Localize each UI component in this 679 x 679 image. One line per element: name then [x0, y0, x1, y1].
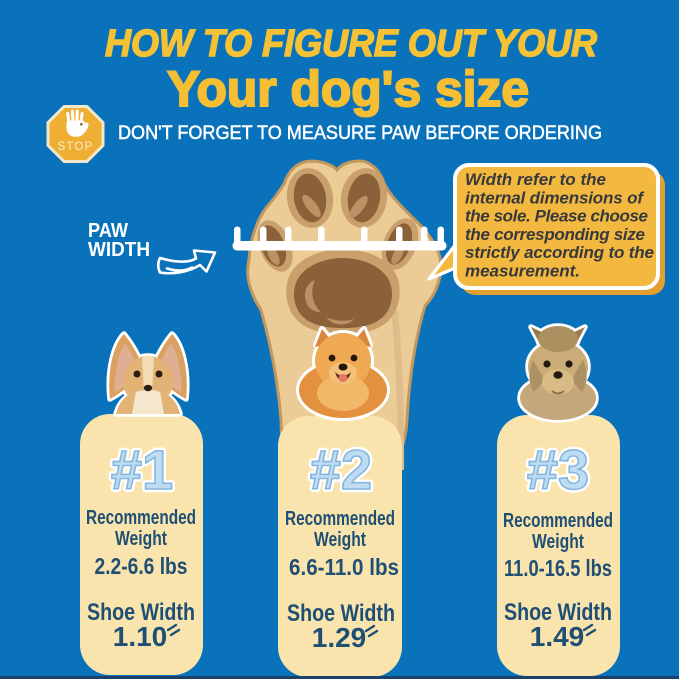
svg-text:STOP: STOP: [58, 141, 94, 153]
svg-text:Weight: Weight: [314, 528, 366, 551]
svg-text:Shoe Width: Shoe Width: [87, 599, 195, 626]
svg-text:#2: #2: [310, 438, 372, 501]
svg-text:6.6-11.0 lbs: 6.6-11.0 lbs: [289, 554, 399, 580]
svg-text:#2: #2: [310, 438, 372, 501]
svg-text:DON'T FORGET TO MEASURE PAW BE: DON'T FORGET TO MEASURE PAW BEFORE ORDER…: [118, 122, 602, 144]
svg-text:1.29: 1.29: [312, 622, 367, 653]
svg-text:the sole. Please choose: the sole. Please choose: [465, 207, 648, 226]
svg-text:11.0-16.5 lbs: 11.0-16.5 lbs: [504, 555, 612, 581]
svg-text:Recommended: Recommended: [86, 506, 196, 529]
svg-text:Recommended: Recommended: [503, 509, 613, 532]
svg-text:Shoe Width: Shoe Width: [504, 599, 612, 626]
svg-text:1.10: 1.10: [113, 621, 168, 652]
svg-text:#1: #1: [111, 438, 173, 501]
svg-text:WIDTH: WIDTH: [88, 239, 150, 261]
svg-text:2.2-6.6 lbs: 2.2-6.6 lbs: [95, 553, 188, 579]
svg-text:PAW: PAW: [88, 220, 128, 242]
svg-text:internal dimensions of: internal dimensions of: [465, 188, 645, 207]
svg-text:#3: #3: [527, 438, 589, 501]
svg-text:Weight: Weight: [532, 530, 584, 553]
svg-text:1.49: 1.49: [530, 621, 585, 652]
svg-text:HOW TO FIGURE OUT YOUR: HOW TO FIGURE OUT YOUR: [105, 23, 598, 65]
svg-text:Your dog's size: Your dog's size: [167, 61, 529, 117]
svg-text:#1: #1: [111, 438, 173, 501]
svg-text:Width refer to the: Width refer to the: [465, 170, 606, 189]
svg-text:the corresponding size: the corresponding size: [465, 225, 645, 244]
svg-text:strictly according to the: strictly according to the: [465, 243, 654, 262]
svg-text:Shoe Width: Shoe Width: [287, 600, 395, 627]
svg-text:measurement.: measurement.: [465, 262, 580, 281]
svg-text:#3: #3: [527, 438, 589, 501]
svg-text:Recommended: Recommended: [285, 507, 395, 530]
svg-text:Weight: Weight: [115, 527, 167, 550]
